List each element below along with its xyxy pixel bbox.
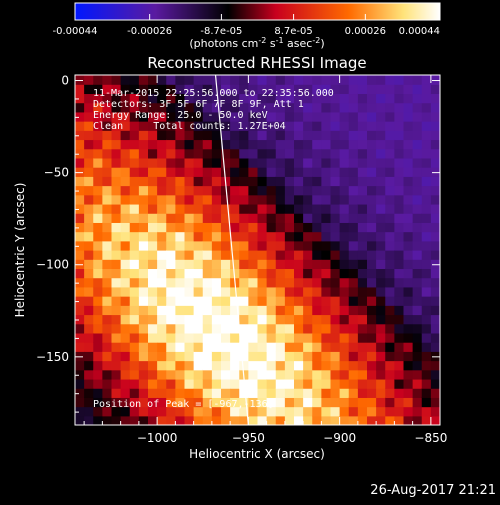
annotation-energy: Energy Range: 25.0 - 50.0 keV bbox=[93, 110, 268, 121]
colorbar: -0.00044 -0.00026 -8.7e-05 8.7e-05 0.00026 0.… bbox=[53, 2, 441, 50]
y-tick-label: −50 bbox=[44, 166, 69, 180]
colorbar-units: (photons cm-2 s-1 asec-2) bbox=[189, 36, 324, 50]
annotation-detectors: Detectors: 3F 5F 6F 7F 8F 9F, Att 1 bbox=[93, 99, 304, 110]
timestamp: 26-Aug-2017 21:21 bbox=[370, 483, 496, 498]
peak-position-label: Position of Peak = [-967,-136] bbox=[93, 399, 274, 410]
colorbar-tick-label: 0.00044 bbox=[399, 26, 440, 37]
colorbar-tick-label: -0.00026 bbox=[127, 26, 172, 37]
plot-frame bbox=[74, 74, 441, 426]
colorbar-tick-label: -0.00044 bbox=[53, 26, 98, 37]
y-tick-label: 0 bbox=[61, 74, 69, 88]
colorbar-tick-label: -8.7e-05 bbox=[200, 26, 242, 37]
x-axis-label: Heliocentric X (arcsec) bbox=[189, 447, 325, 461]
colorbar-tick-label: 8.7e-05 bbox=[274, 26, 312, 37]
heatmap-image bbox=[75, 75, 440, 425]
observation-info: 11-Mar-2015 22:25:56.000 to 22:35:56.000… bbox=[93, 88, 334, 410]
y-axis-label: Heliocentric Y (arcsec) bbox=[13, 183, 27, 318]
x-tick-label: −850 bbox=[414, 431, 447, 445]
y-axis: 0 −50 −100 −150 bbox=[36, 74, 440, 413]
colorbar-gradient bbox=[74, 2, 441, 21]
chart-title: Reconstructed RHESSI Image bbox=[147, 54, 366, 72]
limb-line bbox=[214, 75, 249, 425]
x-tick-label: −900 bbox=[323, 431, 356, 445]
y-tick-label: −150 bbox=[36, 350, 69, 364]
colorbar-tick-label: 0.00026 bbox=[345, 26, 386, 37]
colorbar-ticks: -0.00044 -0.00026 -8.7e-05 8.7e-05 0.00026 0.… bbox=[53, 14, 441, 37]
y-tick-label: −100 bbox=[36, 258, 69, 272]
x-tick-label: −1000 bbox=[137, 431, 178, 445]
x-axis: −1000 −950 −900 −850 bbox=[83, 75, 447, 445]
annotation-time: 11-Mar-2015 22:25:56.000 to 22:35:56.000 bbox=[93, 88, 334, 99]
x-tick-label: −950 bbox=[232, 431, 265, 445]
annotation-counts: Clean Total counts: 1.27E+04 bbox=[93, 121, 286, 132]
